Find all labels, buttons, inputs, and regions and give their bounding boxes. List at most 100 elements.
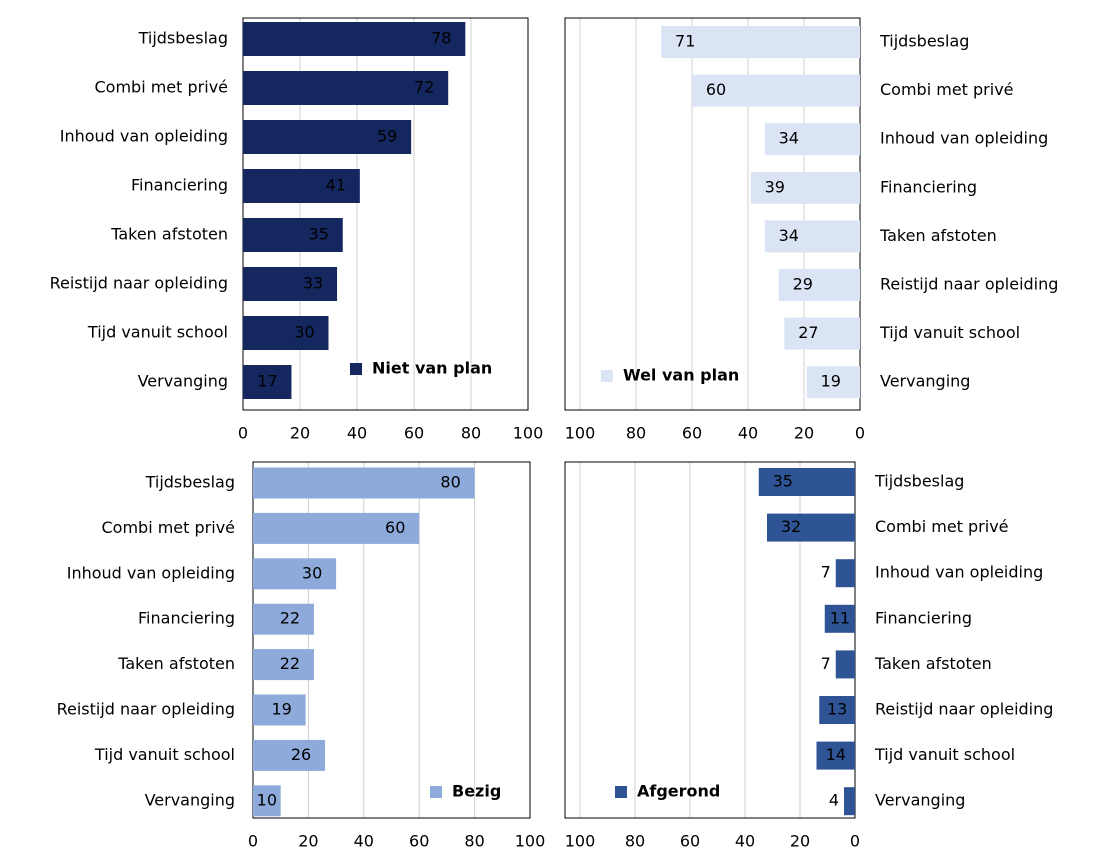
category-label: Financiering	[875, 608, 972, 627]
value-label: 19	[821, 372, 841, 391]
value-label: 39	[765, 177, 785, 196]
legend-label: Wel van plan	[623, 366, 739, 385]
value-label: 22	[280, 609, 300, 628]
plot-border	[564, 461, 856, 819]
category-label: Vervanging	[145, 790, 235, 809]
x-tick-label: 100	[513, 424, 544, 443]
value-label: 34	[779, 129, 799, 148]
bar	[844, 787, 855, 816]
category-label: Vervanging	[875, 791, 965, 810]
category-label: Inhoud van opleiding	[880, 129, 1048, 148]
category-label: Tijdsbeslag	[138, 29, 228, 48]
category-label: Combi met privé	[94, 78, 228, 97]
category-label: Taken afstoten	[879, 226, 997, 245]
x-tick-label: 60	[682, 424, 702, 443]
x-tick-label: 40	[735, 832, 755, 851]
legend-swatch	[601, 370, 613, 382]
category-label: Reistijd naar opleiding	[57, 700, 235, 719]
category-label: Reistijd naar opleiding	[875, 700, 1053, 719]
x-tick-label: 40	[354, 832, 374, 851]
category-label: Reistijd naar opleiding	[880, 275, 1058, 294]
bar	[824, 604, 855, 633]
x-tick-label: 100	[565, 832, 596, 851]
category-label: Tijdsbeslag	[145, 473, 235, 492]
bar	[243, 169, 360, 203]
value-label: 22	[280, 654, 300, 673]
x-tick-label: 0	[855, 424, 865, 443]
bar	[253, 739, 326, 771]
value-label: 7	[821, 654, 831, 673]
category-label: Combi met privé	[880, 80, 1014, 99]
value-label: 13	[827, 700, 847, 719]
legend-swatch	[615, 786, 627, 798]
category-label: Tijdsbeslag	[874, 472, 964, 491]
x-tick-label: 60	[404, 424, 424, 443]
x-tick-label: 40	[738, 424, 758, 443]
category-label: Reistijd naar opleiding	[50, 274, 228, 293]
bar	[253, 512, 420, 544]
category-label: Financiering	[138, 609, 235, 628]
bar	[767, 513, 855, 542]
x-tick-label: 60	[680, 832, 700, 851]
bar	[253, 603, 314, 635]
bar	[835, 650, 855, 679]
plot-border	[252, 461, 531, 819]
x-tick-label: 80	[461, 424, 481, 443]
legend-label: Bezig	[452, 782, 501, 801]
legend-swatch	[430, 786, 442, 798]
bar	[784, 317, 860, 350]
category-label: Taken afstoten	[874, 654, 992, 673]
category-label: Inhoud van opleiding	[60, 127, 228, 146]
x-tick-label: 20	[794, 424, 814, 443]
x-tick-label: 80	[464, 832, 484, 851]
plot-border	[564, 17, 861, 411]
bar	[692, 74, 860, 107]
category-label: Tijdsbeslag	[879, 32, 969, 51]
category-label: Tijd vanuit school	[87, 323, 228, 342]
bar	[253, 694, 306, 726]
value-label: 27	[798, 323, 818, 342]
bar	[253, 649, 314, 681]
value-label: 32	[781, 517, 801, 536]
legend-swatch	[350, 363, 362, 375]
category-label: Taken afstoten	[117, 654, 235, 673]
bar	[243, 120, 412, 154]
value-label: 11	[830, 608, 850, 627]
x-tick-label: 20	[290, 424, 310, 443]
x-tick-label: 80	[626, 424, 646, 443]
category-label: Inhoud van opleiding	[875, 563, 1043, 582]
bar	[243, 267, 338, 301]
value-label: 60	[385, 518, 405, 537]
category-label: Combi met privé	[875, 517, 1009, 536]
x-tick-label: 100	[565, 424, 596, 443]
value-label: 17	[257, 372, 277, 391]
value-label: 4	[829, 791, 839, 810]
bar	[806, 366, 860, 399]
category-label: Financiering	[131, 176, 228, 195]
category-label: Financiering	[880, 177, 977, 196]
value-label: 72	[414, 78, 434, 97]
value-label: 78	[431, 29, 451, 48]
value-label: 60	[706, 80, 726, 99]
value-label: 71	[675, 32, 695, 51]
value-label: 34	[779, 226, 799, 245]
x-tick-label: 80	[625, 832, 645, 851]
value-label: 10	[257, 790, 277, 809]
bar	[835, 559, 855, 588]
category-label: Tijd vanuit school	[94, 745, 235, 764]
bar	[758, 468, 855, 496]
bar	[764, 220, 860, 253]
x-tick-label: 0	[238, 424, 248, 443]
category-label: Tijd vanuit school	[874, 745, 1015, 764]
bar	[243, 218, 343, 252]
value-label: 80	[440, 473, 460, 492]
value-label: 14	[826, 745, 846, 764]
value-label: 29	[793, 275, 813, 294]
value-label: 35	[309, 225, 329, 244]
category-label: Vervanging	[138, 372, 228, 391]
x-tick-label: 0	[248, 832, 258, 851]
value-label: 26	[291, 745, 311, 764]
value-label: 30	[294, 323, 314, 342]
x-tick-label: 0	[850, 832, 860, 851]
